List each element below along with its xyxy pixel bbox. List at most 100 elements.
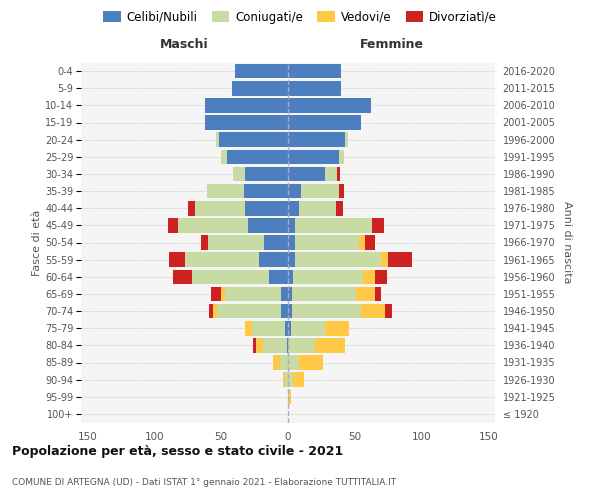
Bar (233, 166, 245, 181)
Bar (359, 235, 365, 250)
Bar (288, 304, 292, 318)
Bar (288, 201, 299, 216)
Bar (288, 372, 293, 387)
Bar (382, 252, 388, 267)
Bar (194, 201, 245, 216)
Bar (288, 286, 292, 301)
Bar (288, 166, 325, 181)
Bar (281, 304, 288, 318)
Text: Femmine: Femmine (359, 38, 424, 51)
Bar (245, 321, 252, 336)
Bar (288, 321, 290, 336)
Bar (292, 304, 361, 318)
Bar (288, 235, 295, 250)
Bar (288, 184, 301, 198)
Bar (388, 252, 412, 267)
Bar (209, 304, 213, 318)
Bar (218, 132, 288, 147)
Bar (288, 355, 299, 370)
Bar (288, 132, 346, 147)
Bar (325, 166, 337, 181)
Bar (299, 201, 336, 216)
Bar (188, 201, 194, 216)
Bar (178, 218, 248, 232)
Bar (253, 338, 256, 352)
Bar (346, 132, 348, 147)
Bar (288, 98, 371, 112)
Bar (288, 218, 295, 232)
Bar (337, 166, 340, 181)
Bar (269, 270, 288, 284)
Bar (245, 201, 288, 216)
Bar (288, 81, 341, 96)
Bar (288, 150, 339, 164)
Bar (286, 372, 288, 387)
Bar (292, 286, 356, 301)
Bar (245, 166, 288, 181)
Bar (248, 218, 288, 232)
Text: Maschi: Maschi (160, 38, 209, 51)
Bar (288, 338, 315, 352)
Bar (288, 115, 361, 130)
Bar (225, 286, 281, 301)
Bar (256, 338, 263, 352)
Y-axis label: Fasce di età: Fasce di età (32, 210, 42, 276)
Bar (288, 64, 341, 78)
Bar (295, 252, 382, 267)
Bar (221, 150, 227, 164)
Bar (211, 286, 221, 301)
Bar (274, 355, 280, 370)
Bar (363, 270, 375, 284)
Bar (216, 132, 218, 147)
Bar (169, 252, 185, 267)
Bar (217, 304, 281, 318)
Bar (365, 235, 375, 250)
Bar (361, 304, 385, 318)
Bar (252, 321, 286, 336)
Bar (290, 321, 325, 336)
Bar (281, 286, 288, 301)
Bar (295, 218, 372, 232)
Bar (227, 150, 288, 164)
Bar (205, 115, 288, 130)
Bar (168, 218, 178, 232)
Bar (259, 252, 288, 267)
Bar (205, 98, 288, 112)
Bar (372, 218, 384, 232)
Bar (221, 286, 225, 301)
Bar (293, 270, 363, 284)
Bar (325, 321, 349, 336)
Bar (293, 372, 304, 387)
Bar (288, 390, 290, 404)
Bar (206, 184, 244, 198)
Bar (208, 235, 264, 250)
Bar (213, 304, 217, 318)
Bar (299, 355, 323, 370)
Bar (295, 235, 359, 250)
Bar (356, 286, 375, 301)
Bar (385, 304, 392, 318)
Bar (263, 338, 287, 352)
Bar (336, 201, 343, 216)
Bar (375, 270, 387, 284)
Bar (192, 270, 269, 284)
Bar (286, 321, 288, 336)
Bar (283, 372, 286, 387)
Bar (185, 252, 259, 267)
Bar (235, 64, 288, 78)
Bar (339, 184, 344, 198)
Bar (315, 338, 346, 352)
Bar (287, 338, 288, 352)
Bar (288, 252, 295, 267)
Legend: Celibi/Nubili, Coniugati/e, Vedovi/e, Divorziatì/e: Celibi/Nubili, Coniugati/e, Vedovi/e, Di… (98, 6, 502, 28)
Text: COMUNE DI ARTEGNA (UD) - Dati ISTAT 1° gennaio 2021 - Elaborazione TUTTITALIA.IT: COMUNE DI ARTEGNA (UD) - Dati ISTAT 1° g… (12, 478, 396, 487)
Bar (288, 270, 293, 284)
Bar (244, 184, 288, 198)
Bar (339, 150, 344, 164)
Text: Popolazione per età, sesso e stato civile - 2021: Popolazione per età, sesso e stato civil… (12, 445, 343, 458)
Bar (173, 270, 192, 284)
Bar (264, 235, 288, 250)
Y-axis label: Anni di nascita: Anni di nascita (562, 201, 572, 284)
Bar (201, 235, 208, 250)
Bar (280, 355, 288, 370)
